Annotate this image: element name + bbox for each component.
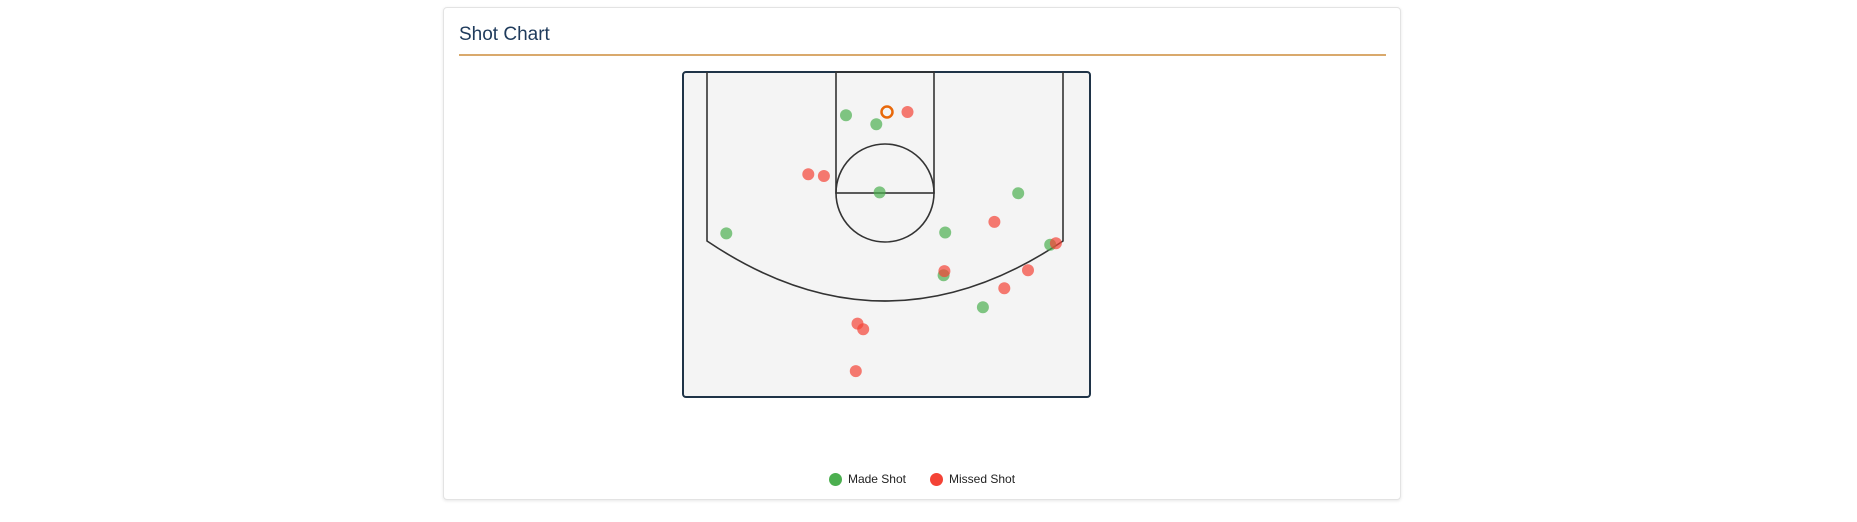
- missed-shot-marker: [849, 365, 862, 378]
- card-title: Shot Chart: [459, 24, 550, 45]
- chart-legend: Made Shot Missed Shot: [444, 472, 1400, 486]
- legend-swatch-made: [828, 472, 842, 486]
- basketball-court: [682, 71, 1091, 398]
- title-divider: [459, 54, 1386, 56]
- made-shot-marker: [720, 227, 733, 240]
- missed-shot-marker: [802, 168, 815, 181]
- made-shot-marker: [976, 301, 989, 314]
- missed-shot-marker: [901, 106, 914, 118]
- legend-swatch-missed: [930, 472, 943, 486]
- legend-item-missed: Missed Shot: [930, 472, 1015, 486]
- missed-shot-marker: [998, 282, 1011, 295]
- missed-shot-marker: [817, 170, 830, 182]
- missed-shot-marker: [1049, 237, 1062, 250]
- shot-marks: [720, 105, 1062, 378]
- missed-shot-marker: [938, 265, 951, 278]
- free-throw-circle: [835, 143, 935, 243]
- court-floor: [682, 71, 1091, 398]
- made-shot-marker: [1012, 187, 1025, 200]
- missed-shot-marker: [988, 215, 1001, 228]
- made-shot-marker: [840, 109, 852, 122]
- missed-shot-marker: [1022, 264, 1034, 277]
- shot-chart-card: Shot Chart Made Shot Missed Shot: [443, 7, 1401, 500]
- rim-marker: [880, 105, 894, 119]
- legend-label-made: Made Shot: [847, 472, 906, 486]
- missed-shot-marker: [857, 323, 870, 336]
- made-shot-marker: [873, 186, 886, 199]
- legend-label-missed: Missed Shot: [949, 472, 1016, 486]
- legend-item-made: Made Shot: [828, 472, 906, 486]
- made-shot-marker: [870, 118, 883, 131]
- made-shot-marker: [939, 226, 952, 239]
- three-point-line: [706, 72, 1064, 302]
